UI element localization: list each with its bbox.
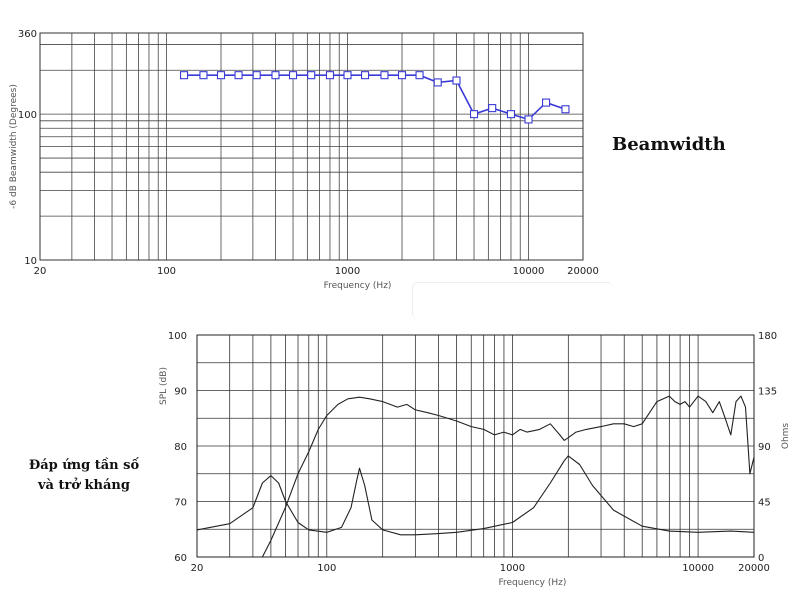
beam-data-point (325, 71, 335, 80)
fr-x-tick-label: 20 (191, 563, 204, 574)
beam-data-point (361, 71, 370, 80)
fr-x-tick-label: 1000 (500, 563, 525, 574)
beam-series-line (184, 74, 566, 121)
beam-data-point (415, 71, 424, 80)
beam-y-tick-label: 10 (24, 256, 37, 267)
spl-series-line (261, 395, 755, 558)
fr-x-tick-label: 20000 (738, 563, 770, 574)
beam-data-point (252, 71, 261, 80)
fr-y2-tick-label: 45 (758, 498, 771, 509)
beam-data-point (561, 105, 570, 114)
beam-data-point (271, 71, 280, 80)
beam-y-tick-label: 360 (18, 29, 37, 40)
beam-data-point (199, 71, 208, 80)
beam-data-point (216, 71, 226, 80)
beamwidth-title: Beamwidth (612, 134, 726, 155)
frequency-response-caption: Đáp ứng tần số và trở kháng (14, 456, 154, 496)
beam-x-tick-label: 10000 (513, 266, 545, 277)
beam-data-point (506, 110, 516, 119)
fr-x-tick-label: 100 (317, 563, 336, 574)
beam-data-point (433, 78, 442, 87)
beam-data-point (307, 71, 316, 80)
beam-data-point (288, 71, 298, 80)
fr-plot-frame (196, 334, 755, 558)
fr-y2-tick-label: 180 (758, 331, 777, 342)
beam-x-tick-label: 20 (34, 266, 47, 277)
beam-x-tick-label: 20000 (567, 266, 599, 277)
fr-y-axis-label: SPL (dB) (159, 367, 169, 405)
beam-data-point (469, 110, 479, 119)
fr-y2-tick-label: 0 (758, 553, 764, 564)
beam-data-point (343, 71, 352, 80)
beam-data-point (488, 104, 497, 113)
fr-y-tick-label: 70 (174, 498, 187, 509)
beam-y-axis-label: -6 dB Beamwidth (Degrees) (9, 84, 19, 209)
beam-plot-frame (39, 32, 584, 261)
background-frame (412, 282, 613, 319)
frequency-caption-line2: và trở kháng (38, 478, 130, 493)
impedance-series-line (196, 455, 755, 536)
beam-data-point (380, 71, 389, 80)
beam-x-tick-label: 1000 (335, 266, 360, 277)
beam-data-point (452, 76, 461, 85)
beam-x-tick-label: 100 (157, 266, 176, 277)
beam-data-point (524, 115, 533, 124)
fr-y-tick-label: 90 (174, 387, 187, 398)
beam-data-point (397, 71, 407, 80)
fr-y-tick-label: 80 (174, 442, 187, 453)
beam-data-point (542, 98, 551, 107)
fr-y2-tick-label: 90 (758, 442, 771, 453)
beam-data-point (180, 71, 189, 80)
beam-data-point (234, 71, 243, 80)
fr-y-tick-label: 100 (168, 331, 187, 342)
fr-y-tick-label: 60 (174, 553, 187, 564)
frequency-caption-line1: Đáp ứng tần số (28, 458, 140, 473)
fr-x-tick-label: 10000 (682, 563, 714, 574)
beam-x-axis-label: Frequency (Hz) (324, 281, 392, 291)
beam-y-tick-label: 100 (18, 110, 37, 121)
fr-y2-tick-label: 135 (758, 387, 777, 398)
fr-x-axis-label: Frequency (Hz) (499, 578, 567, 588)
fr-y2-axis-label: Ohms (781, 423, 791, 450)
